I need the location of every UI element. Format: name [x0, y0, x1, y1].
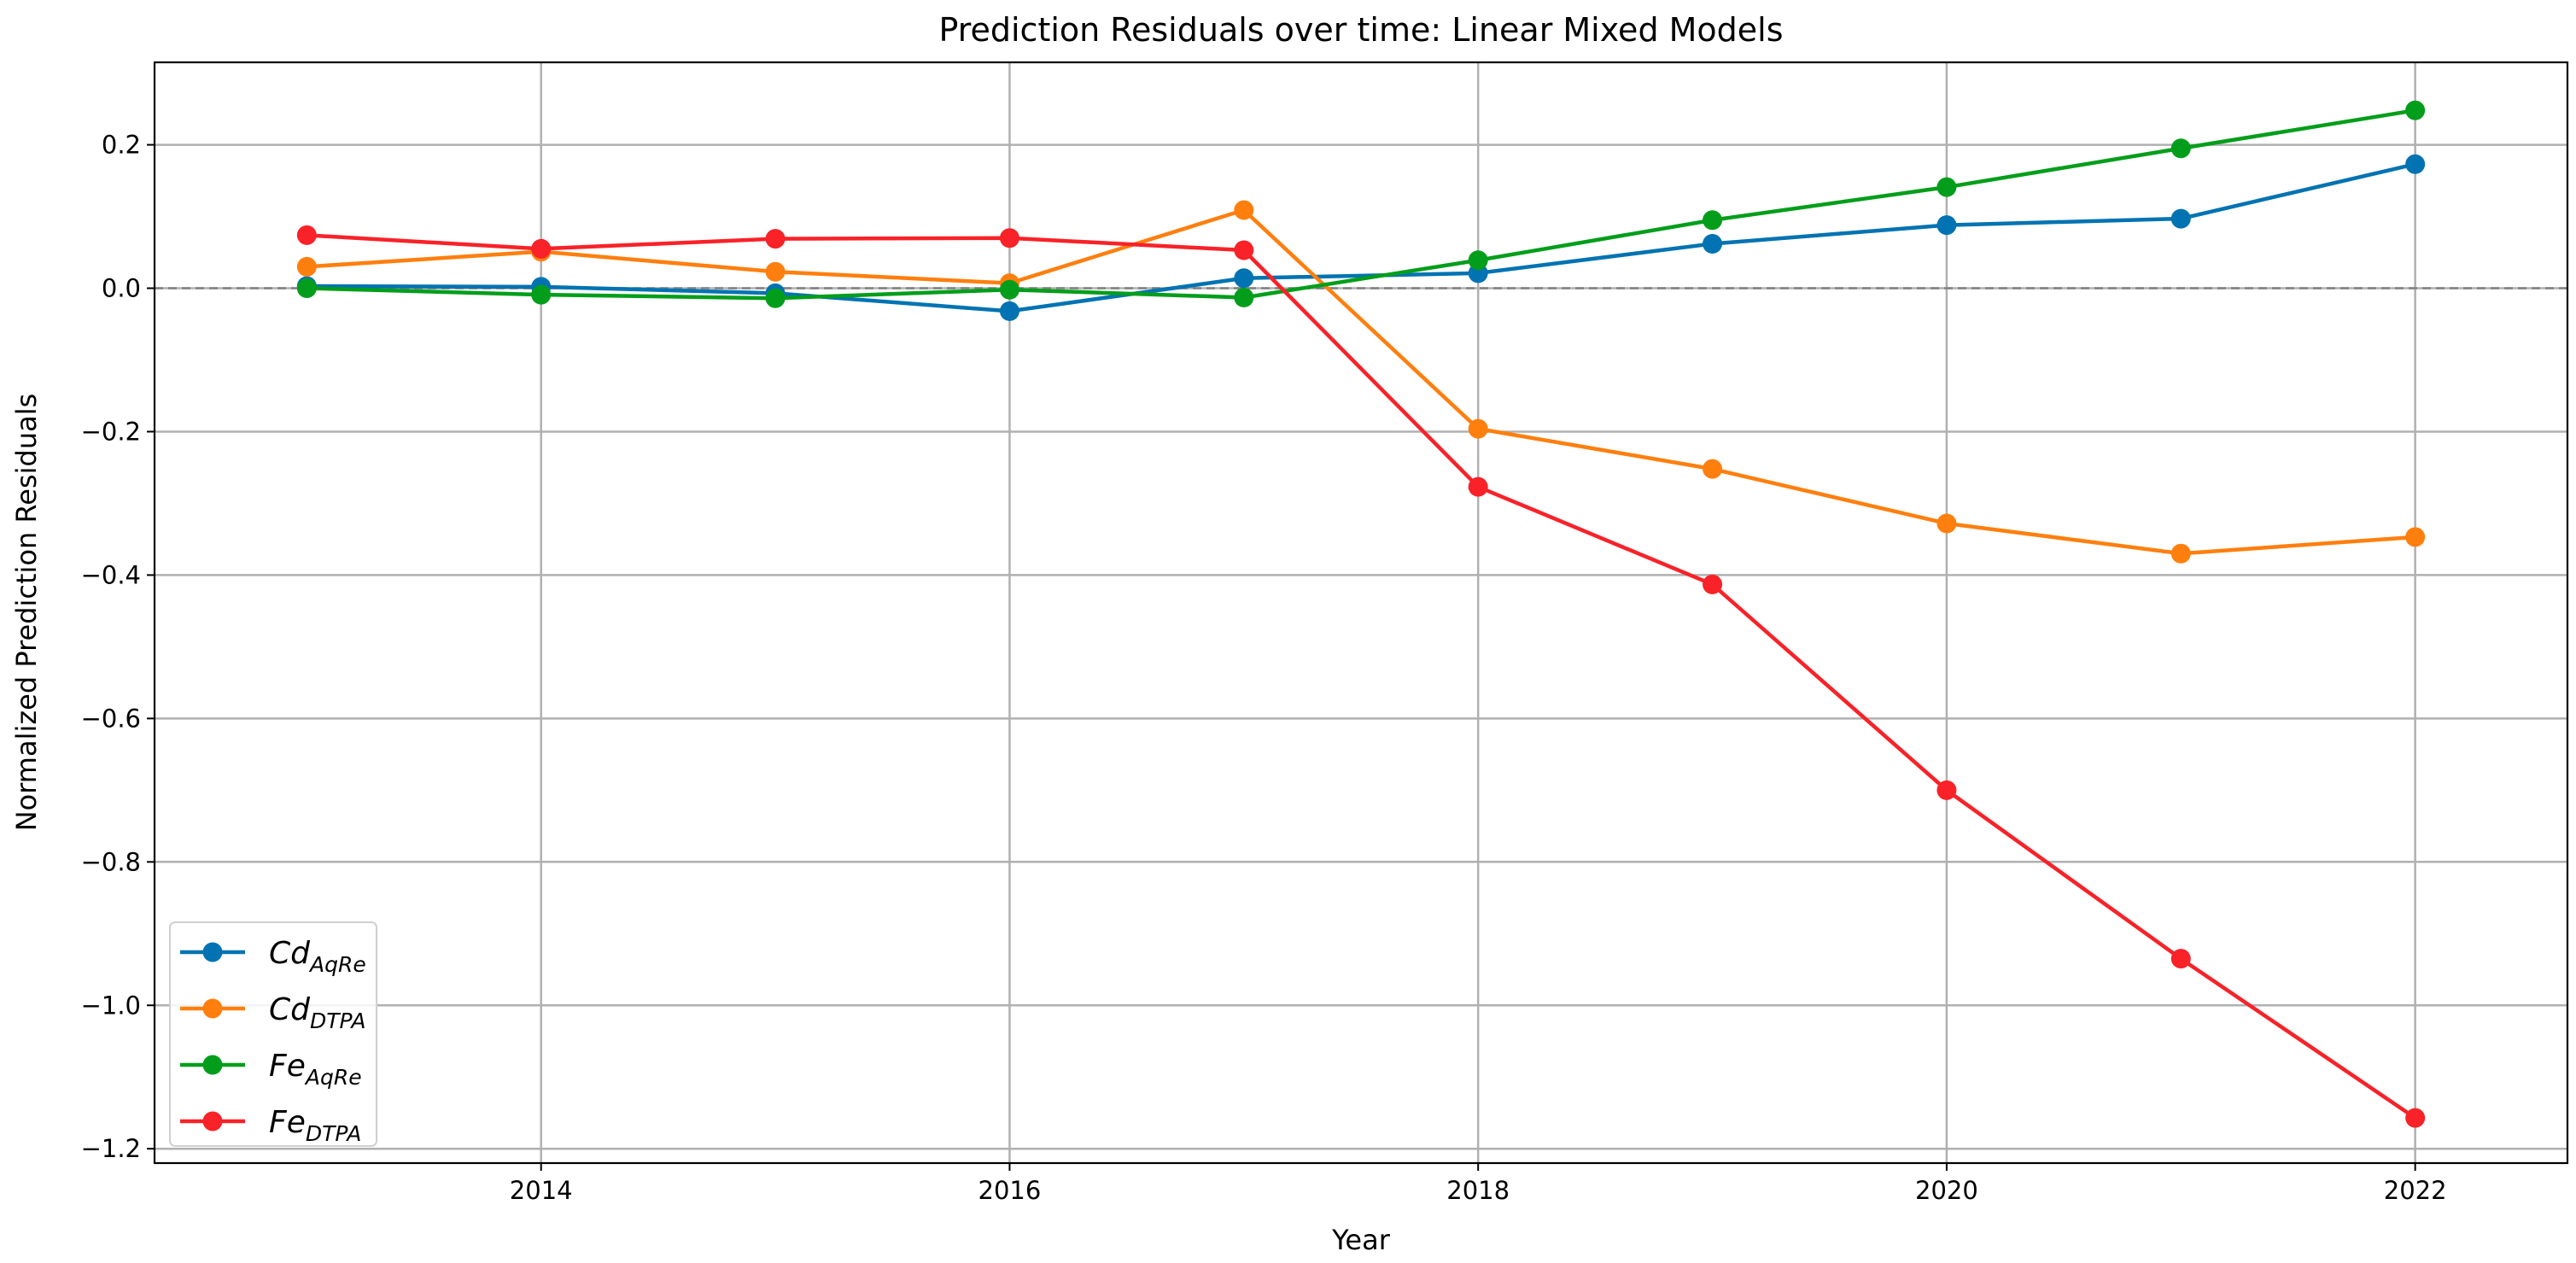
- series: [296, 100, 2426, 1128]
- data-point: [2405, 1108, 2426, 1128]
- data-point: [2170, 208, 2191, 229]
- legend-marker: [202, 998, 223, 1019]
- y-tick-label: −1.2: [81, 1134, 141, 1163]
- data-point: [765, 229, 786, 249]
- data-point: [1234, 240, 1254, 260]
- ticks: 2014 2016 2018 2020 2022 0.2 0.0 −0.2 −0.4 −0.6 −0…: [81, 131, 2447, 1205]
- legend-marker: [202, 1055, 223, 1075]
- legend-entry: FeDTPA: [180, 1105, 361, 1146]
- data-point: [1703, 459, 1723, 479]
- data-point: [1234, 200, 1254, 220]
- data-point: [1703, 210, 1723, 231]
- data-point: [1936, 177, 1957, 197]
- data-point: [999, 301, 1019, 321]
- data-point: [1234, 268, 1254, 289]
- data-point: [1936, 215, 1957, 236]
- y-tick-label: 0.2: [102, 131, 141, 160]
- y-tick-label: −0.6: [81, 704, 141, 733]
- x-tick-label: 2016: [978, 1176, 1042, 1205]
- legend-entry: CdDTPA: [180, 992, 365, 1033]
- legend: CdAqRe CdDTPA FeAqRe FeDTPA: [169, 921, 377, 1147]
- chart-title: Prediction Residuals over time: Linear M…: [938, 11, 1783, 49]
- legend-box: [169, 921, 377, 1147]
- y-tick-label: −1.0: [81, 991, 141, 1020]
- data-point: [2170, 138, 2191, 159]
- data-point: [765, 288, 786, 308]
- data-point: [1703, 233, 1723, 254]
- legend-marker: [202, 1111, 223, 1131]
- data-point: [296, 256, 317, 277]
- data-point: [531, 238, 552, 259]
- data-point: [765, 261, 786, 282]
- x-tick-label: 2018: [1446, 1176, 1510, 1205]
- series-line: [307, 208, 2415, 556]
- x-tick-label: 2020: [1915, 1176, 1978, 1205]
- legend-label: FeAqRe: [269, 1049, 362, 1090]
- legend-label: FeDTPA: [269, 1105, 361, 1146]
- data-point: [1936, 780, 1957, 800]
- data-point: [1936, 513, 1957, 534]
- data-point: [2405, 154, 2426, 174]
- legend-entry: CdAqRe: [180, 936, 366, 977]
- legend-entry: FeAqRe: [180, 1049, 362, 1090]
- data-point: [296, 225, 317, 245]
- data-point: [296, 278, 317, 299]
- x-axis-label: Year: [1331, 1224, 1391, 1256]
- data-point: [2170, 543, 2191, 564]
- data-point: [1468, 477, 1488, 497]
- data-point: [2405, 527, 2426, 547]
- data-point: [1468, 250, 1488, 271]
- legend-label: CdDTPA: [269, 992, 365, 1033]
- y-tick-label: −0.8: [81, 847, 141, 876]
- y-tick-label: −0.4: [81, 560, 141, 589]
- data-point: [1703, 574, 1723, 594]
- data-point: [1468, 418, 1488, 439]
- series-line: [307, 162, 2416, 313]
- data-point: [2170, 949, 2191, 969]
- series-cd-dtpa: [296, 200, 2426, 564]
- data-point: [531, 284, 552, 305]
- data-point: [999, 228, 1019, 249]
- legend-marker: [202, 942, 223, 962]
- data-point: [2405, 100, 2426, 120]
- x-tick-label: 2014: [510, 1176, 573, 1205]
- series-fe-dtpa: [296, 225, 2426, 1128]
- plot-frame: [153, 61, 2569, 1165]
- series-fe-aqre: [296, 100, 2426, 308]
- data-point: [1234, 287, 1254, 307]
- series-line: [307, 108, 2416, 301]
- x-tick-label: 2022: [2384, 1176, 2447, 1205]
- legend-label: CdAqRe: [269, 936, 366, 977]
- data-point: [999, 279, 1019, 300]
- y-axis-label: Normalized Prediction Residuals: [10, 394, 43, 832]
- y-tick-label: 0.0: [102, 274, 141, 303]
- y-tick-label: −0.2: [81, 417, 141, 446]
- series-line: [307, 233, 2416, 1120]
- grid: [155, 62, 2567, 1163]
